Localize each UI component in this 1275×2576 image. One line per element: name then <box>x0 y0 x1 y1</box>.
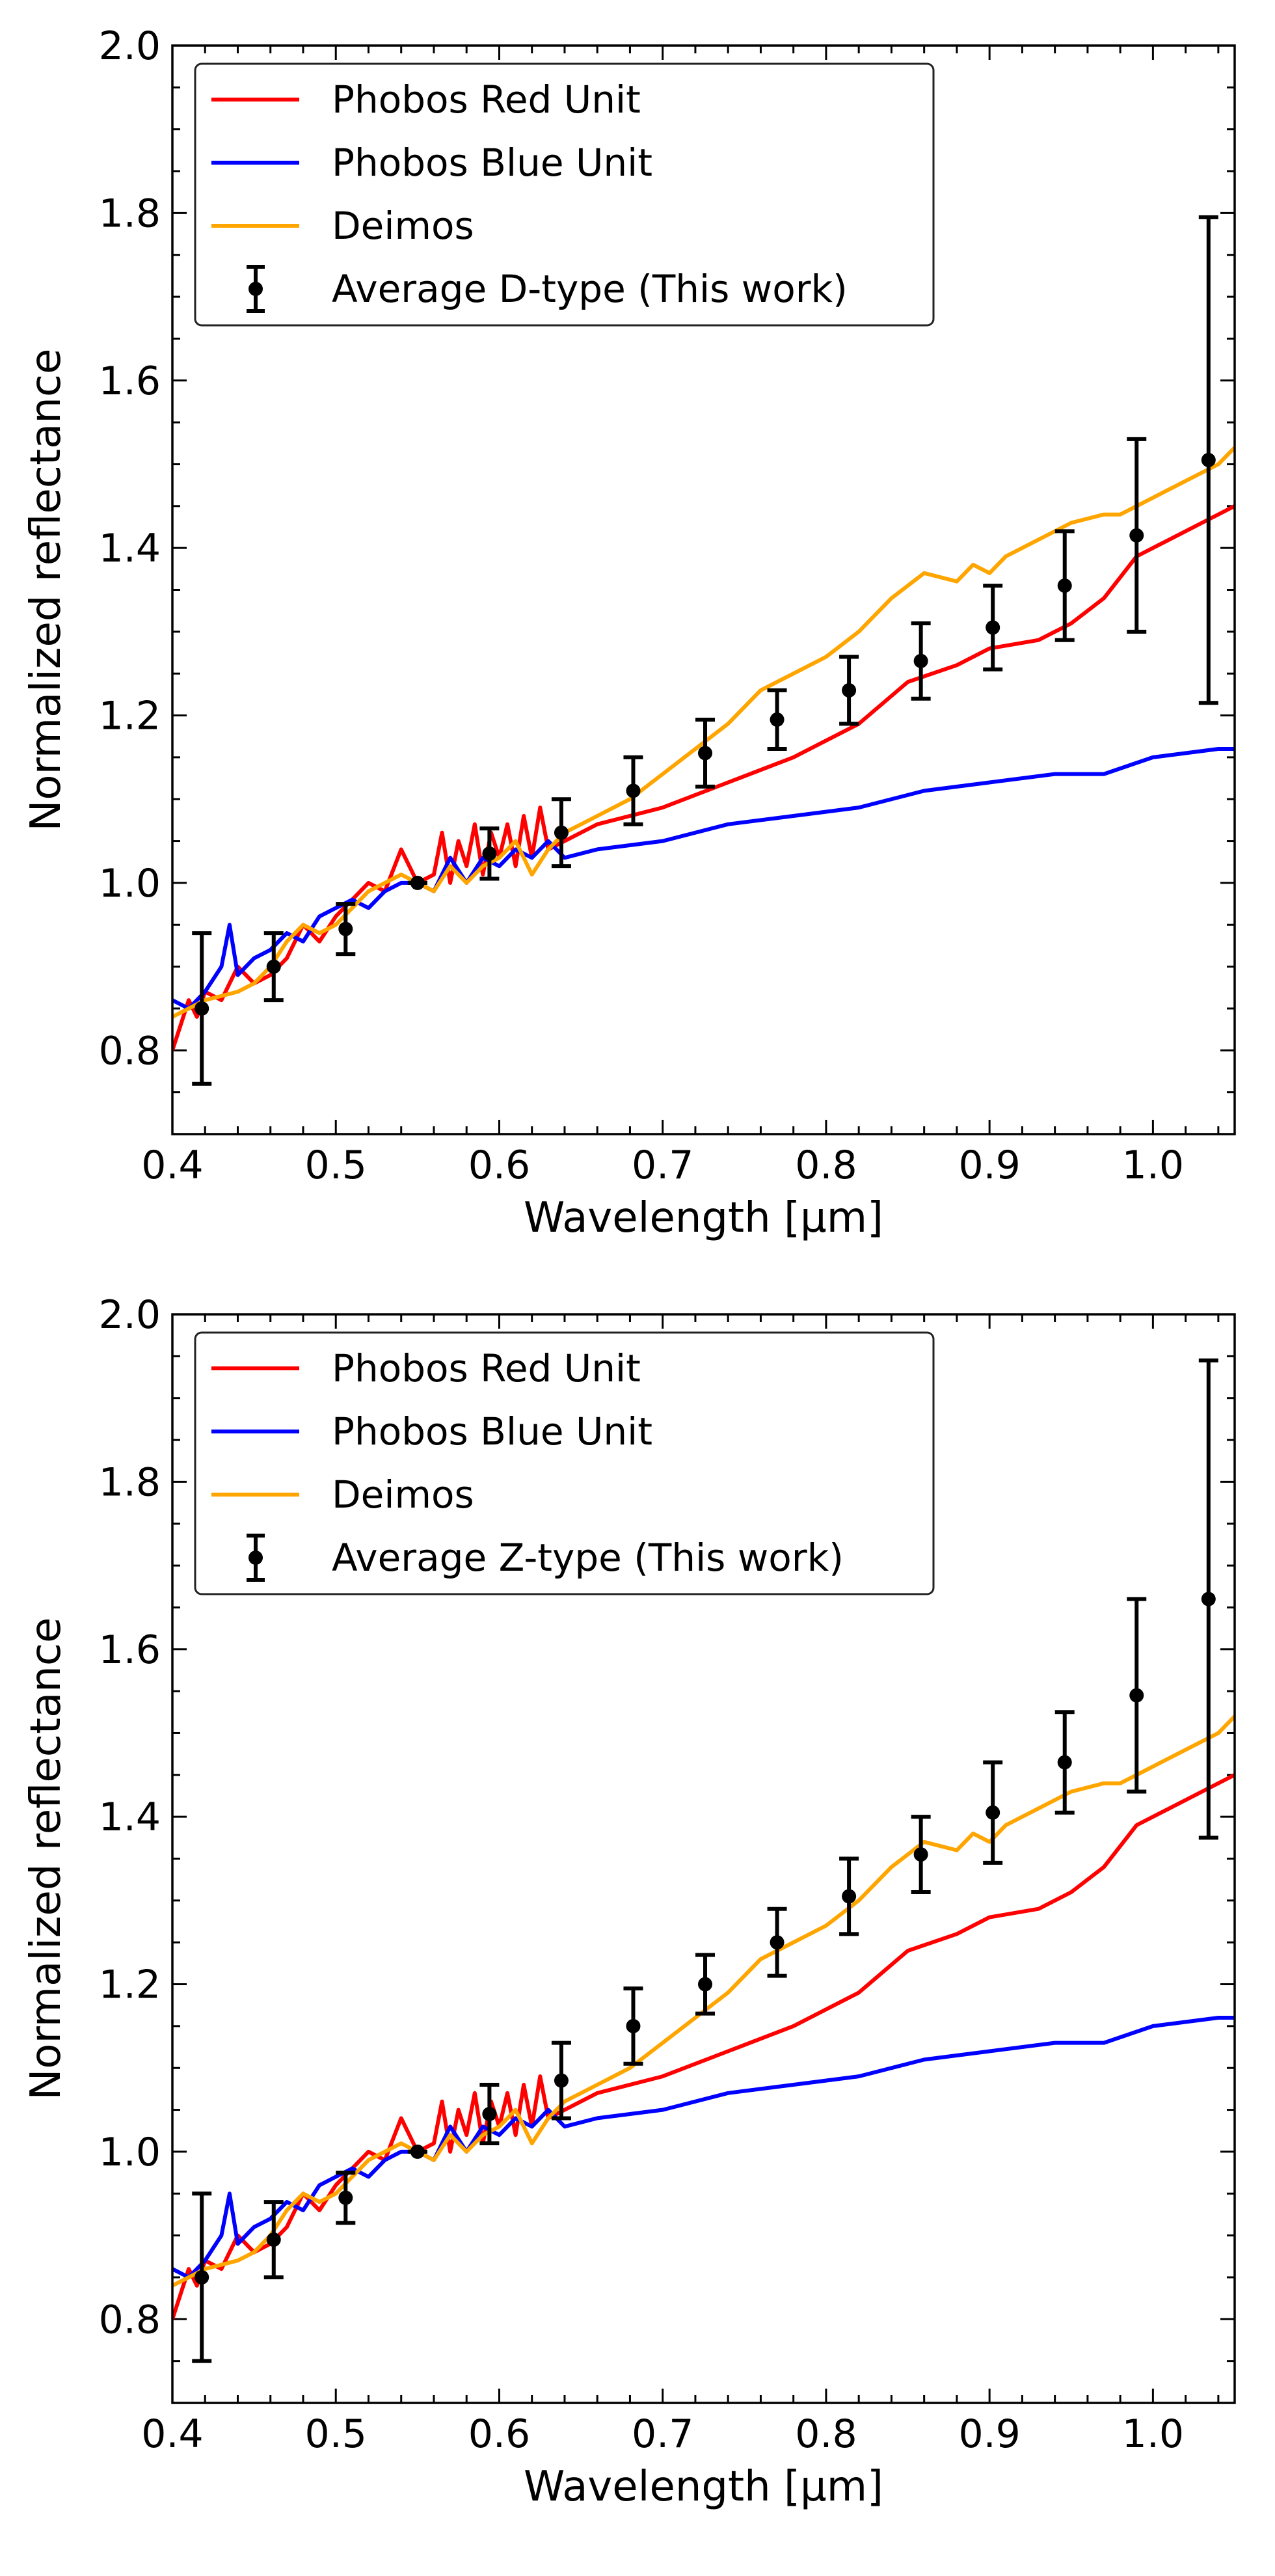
data-point <box>482 2107 497 2122</box>
plot-frame <box>171 44 1236 1135</box>
plot-area <box>172 1358 1235 2363</box>
x-tick-label: 0.8 <box>795 2411 857 2457</box>
data-point <box>338 921 353 936</box>
legend-label: Average D-type (This work) <box>332 267 848 311</box>
data-point <box>410 875 425 890</box>
legend-label: Deimos <box>332 204 474 248</box>
data-point <box>195 2270 209 2285</box>
y-tick-label: 1.4 <box>99 526 161 571</box>
legend-label: Average Z-type (This work) <box>332 1536 844 1580</box>
data-point <box>913 1847 928 1862</box>
data-point <box>698 1977 713 1992</box>
x-tick-label: 1.0 <box>1122 1143 1184 1188</box>
x-tick-label: 0.9 <box>958 2411 1020 2457</box>
y-tick-label: 1.8 <box>99 1459 161 1505</box>
x-tick-label: 0.7 <box>632 2411 693 2457</box>
legend: Phobos Red Unit Phobos Blue Unit Deimos Ave… <box>194 62 935 327</box>
data-point <box>266 959 281 974</box>
errorbar-series <box>192 1358 1218 2363</box>
series-line-deimos <box>172 446 1235 1019</box>
x-axis-label: Wavelength [μm] <box>524 2463 883 2511</box>
x-tick-label: 0.8 <box>795 1143 857 1188</box>
legend-marker <box>248 1551 263 1565</box>
x-tick-label: 0.4 <box>141 2411 203 2457</box>
data-point <box>626 2018 641 2033</box>
data-point <box>1129 528 1144 543</box>
legend-marker <box>248 282 263 296</box>
x-axis-label: Wavelength [μm] <box>524 1194 883 1242</box>
legend-label: Phobos Red Unit <box>332 77 641 122</box>
legend-label: Phobos Blue Unit <box>332 141 652 185</box>
x-tick-label: 0.5 <box>305 2411 367 2457</box>
series-line-phobos-blue-unit <box>172 747 1235 1010</box>
data-point <box>266 2232 281 2247</box>
series-line-phobos-blue-unit <box>172 2016 1235 2279</box>
series-line-deimos <box>172 1715 1235 2288</box>
y-tick-label: 1.4 <box>99 1795 161 1840</box>
data-point <box>842 683 857 698</box>
x-tick-label: 0.6 <box>468 2411 530 2457</box>
y-tick-label: 2.0 <box>99 23 161 69</box>
series-line-phobos-red-unit <box>172 504 1235 1051</box>
x-tick-label: 0.4 <box>141 1143 203 1188</box>
x-tick-label: 1.0 <box>1122 2411 1184 2457</box>
data-point <box>626 783 641 798</box>
x-tick-label: 0.6 <box>468 1143 530 1188</box>
data-point <box>482 846 497 861</box>
plot-area <box>172 215 1235 1086</box>
y-axis-label: Normalized reflectance <box>22 1618 70 2100</box>
data-point <box>986 1805 1000 1820</box>
y-tick-label: 1.2 <box>99 694 161 739</box>
y-tick-label: 1.2 <box>99 1962 161 2008</box>
data-point <box>842 1889 857 1904</box>
y-tick-label: 1.6 <box>99 359 161 404</box>
data-point <box>986 620 1000 635</box>
data-point <box>1129 1688 1144 1703</box>
data-point <box>770 1935 785 1950</box>
plot-frame <box>171 1313 1236 2404</box>
legend-label: Phobos Blue Unit <box>332 1409 652 1454</box>
data-point <box>554 825 569 840</box>
y-axis-label: Normalized reflectance <box>22 349 70 832</box>
data-point <box>1201 453 1216 468</box>
data-point <box>913 653 928 668</box>
data-point <box>554 2073 569 2088</box>
series-line-phobos-red-unit <box>172 1773 1235 2320</box>
data-point <box>410 2144 425 2159</box>
data-point <box>1057 1755 1072 1770</box>
data-point <box>1201 1592 1216 1607</box>
legend-box <box>194 62 935 327</box>
errorbar-series <box>192 215 1218 1086</box>
y-tick-label: 0.8 <box>99 1028 161 1074</box>
chart-panel-1: 0.4 0.5 0.6 0.7 0.8 0.9 1.0 0.8 1.0 1.2 1.4 1.6 1.8 2… <box>22 23 1236 1242</box>
legend-box <box>194 1331 935 1595</box>
legend-label: Deimos <box>332 1472 474 1517</box>
y-tick-label: 1.8 <box>99 191 161 236</box>
y-tick-label: 0.8 <box>99 2297 161 2342</box>
data-point <box>770 712 785 727</box>
data-point <box>195 1001 209 1016</box>
x-tick-label: 0.7 <box>632 1143 693 1188</box>
chart-panel-2: 0.4 0.5 0.6 0.7 0.8 0.9 1.0 0.8 1.0 1.2 1.4 1.6 1.8 2… <box>22 1292 1236 2511</box>
x-tick-label: 0.5 <box>305 1143 367 1188</box>
y-tick-label: 1.0 <box>99 2130 161 2175</box>
data-point <box>698 746 713 761</box>
y-tick-label: 1.6 <box>99 1627 161 1673</box>
data-point <box>338 2190 353 2205</box>
x-tick-label: 0.9 <box>958 1143 1020 1188</box>
legend-label: Phobos Red Unit <box>332 1346 641 1390</box>
y-tick-label: 2.0 <box>99 1292 161 1338</box>
data-point <box>1057 578 1072 593</box>
y-tick-label: 1.0 <box>99 861 161 906</box>
legend: Phobos Red Unit Phobos Blue Unit Deimos Ave… <box>194 1331 935 1595</box>
